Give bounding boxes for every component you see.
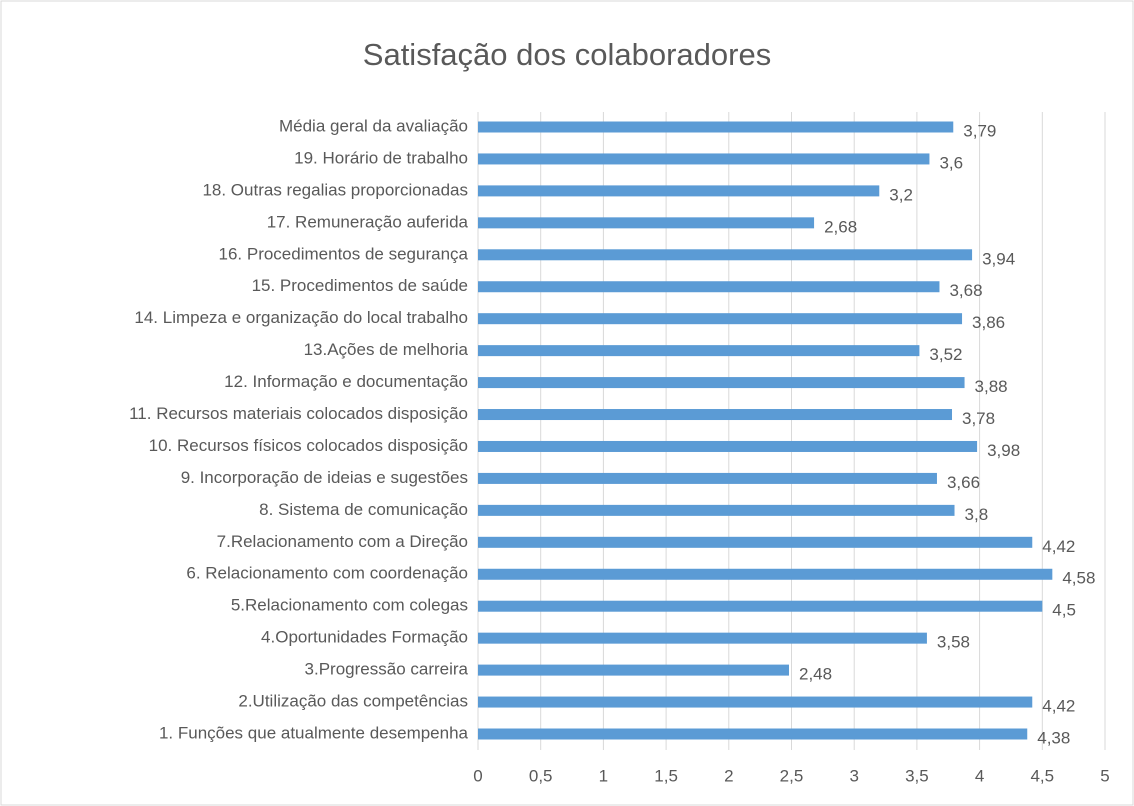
data-label: 3,94 — [982, 249, 1015, 268]
bar — [478, 217, 815, 229]
y-tick-label: 5.Relacionamento com colegas — [231, 596, 468, 615]
x-tick-label: 0 — [473, 766, 482, 785]
bar — [478, 728, 1028, 740]
data-label: 3,78 — [962, 409, 995, 428]
bar — [478, 632, 927, 644]
data-label: 4,5 — [1052, 601, 1076, 620]
data-label: 3,8 — [965, 505, 989, 524]
y-tick-label: 8. Sistema de comunicação — [259, 500, 468, 519]
y-tick-label: 13.Ações de melhoria — [304, 340, 469, 359]
x-tick-label: 2,5 — [780, 766, 804, 785]
x-tick-label: 2 — [724, 766, 733, 785]
x-tick-label: 3 — [849, 766, 858, 785]
x-tick-label: 1 — [599, 766, 608, 785]
bar — [478, 536, 1033, 548]
data-label: 3,86 — [972, 313, 1005, 332]
data-label: 2,48 — [799, 665, 832, 684]
y-tick-label: 19. Horário de trabalho — [294, 148, 468, 167]
y-tick-label: 9. Incorporação de ideias e sugestões — [181, 468, 468, 487]
bar — [478, 313, 963, 325]
x-tick-label: 3,5 — [905, 766, 929, 785]
bar — [478, 696, 1033, 708]
x-tick-label: 5 — [1100, 766, 1109, 785]
y-tick-label: 12. Informação e documentação — [224, 372, 468, 391]
data-label: 3,2 — [889, 185, 913, 204]
data-label: 3,88 — [975, 377, 1008, 396]
y-tick-label: 2.Utilização das competências — [238, 692, 468, 711]
y-tick-label: 7.Relacionamento com a Direção — [217, 532, 468, 551]
x-tick-label: 1,5 — [654, 766, 678, 785]
y-tick-label: 10. Recursos físicos colocados disposiçã… — [149, 436, 468, 455]
data-label: 2,68 — [824, 217, 857, 236]
data-label: 3,79 — [963, 121, 996, 140]
y-tick-label: Média geral da avaliação — [279, 116, 468, 135]
data-label: 4,38 — [1037, 728, 1070, 747]
x-tick-label: 4 — [975, 766, 984, 785]
y-tick-label: 18. Outras regalias proporcionadas — [202, 180, 468, 199]
bar — [478, 249, 973, 261]
y-tick-label: 4.Oportunidades Formação — [261, 628, 468, 647]
data-label: 3,98 — [987, 441, 1020, 460]
y-tick-label: 17. Remuneração auferida — [267, 212, 469, 231]
bar — [478, 153, 930, 165]
data-label: 3,6 — [939, 153, 963, 172]
y-tick-label: 6. Relacionamento com coordenação — [186, 564, 468, 583]
data-label: 3,68 — [949, 281, 982, 300]
bar — [478, 568, 1053, 580]
y-tick-label: 11. Recursos materiais colocados disposi… — [129, 404, 468, 423]
bar — [478, 377, 965, 389]
bar — [478, 281, 940, 293]
bar — [478, 185, 880, 197]
y-tick-label: 1. Funções que atualmente desempenha — [159, 723, 469, 742]
y-tick-label: 15. Procedimentos de saúde — [252, 276, 468, 295]
bar — [478, 409, 953, 421]
bar — [478, 121, 954, 133]
data-label: 3,52 — [929, 345, 962, 364]
data-label: 3,66 — [947, 473, 980, 492]
bar — [478, 440, 978, 452]
bar — [478, 600, 1043, 612]
x-tick-label: 4,5 — [1030, 766, 1054, 785]
y-tick-label: 14. Limpeza e organização do local traba… — [134, 308, 468, 327]
x-tick-label: 0,5 — [529, 766, 553, 785]
bar — [478, 664, 789, 676]
data-label: 3,58 — [937, 633, 970, 652]
bar — [478, 472, 937, 484]
data-label: 4,42 — [1042, 537, 1075, 556]
chart-title: Satisfação dos colaboradores — [363, 37, 771, 72]
data-label: 4,42 — [1042, 697, 1075, 716]
data-label: 4,58 — [1062, 569, 1095, 588]
bar — [478, 504, 955, 516]
y-tick-label: 3.Progressão carreira — [305, 660, 469, 679]
bar — [478, 345, 920, 357]
y-tick-label: 16. Procedimentos de segurança — [219, 244, 469, 263]
